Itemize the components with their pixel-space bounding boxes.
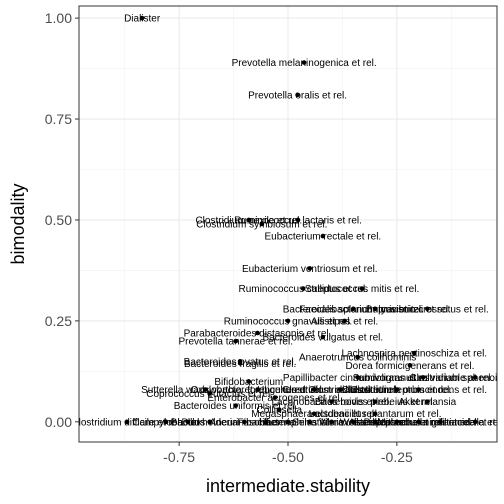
data-point-label: Clostridium symbiosum et rel. [196, 220, 327, 231]
data-point-label: Prevotella oralis et rel. [248, 90, 347, 101]
data-point-label: Allistipes et rel. [311, 316, 378, 327]
y-tick-label: 0.00 [45, 414, 72, 430]
data-point-label: Bacteroides vulgatus et rel. [263, 333, 384, 344]
data-point-label: Eubacterium ventriosum et rel. [242, 264, 378, 275]
data-point-label: Dialister [124, 14, 161, 25]
data-point-label: Bacteroides ovatus et rel. [184, 357, 297, 368]
data-point-label: Eubacterium rectale et rel. [264, 232, 381, 243]
x-axis-title: intermediate.stability [206, 476, 370, 496]
data-point-label: Dorea formicigenerans et rel. [345, 361, 474, 372]
x-tick-label: -0.25 [381, 449, 413, 465]
y-tick-label: 0.75 [45, 111, 72, 127]
y-tick-label: 0.25 [45, 313, 72, 329]
data-point-label: Prevotella melaninogenica et rel. [232, 58, 377, 69]
x-tick-label: -0.50 [272, 449, 304, 465]
data-point-label: Tannerella et rel. [438, 417, 504, 428]
y-axis-title: bimodality [8, 183, 28, 264]
data-point-label: Clostridium orbiscindens et rel. [350, 385, 487, 396]
y-tick-label: 0.50 [45, 212, 72, 228]
data-point-label: Clostridium sphenoides et rel. [409, 373, 504, 384]
data-point-label: Streptococcus mitis et rel. [305, 284, 419, 295]
data-point-label: Lachnospira pectinoschiza et rel. [341, 349, 487, 360]
data-point-label: Faecalibacterium prausnitzii et rel. [299, 304, 451, 315]
data-point-label: Akkermansia [398, 397, 456, 408]
y-tick-label: 1.00 [45, 10, 72, 26]
x-tick-label: -0.75 [163, 449, 195, 465]
